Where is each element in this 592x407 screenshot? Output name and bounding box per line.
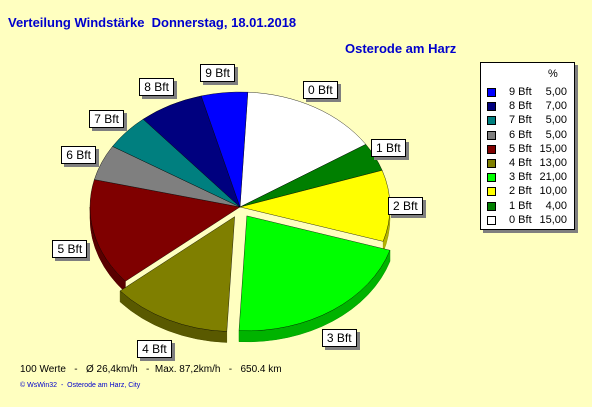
legend-item: 8 Bft 7,00	[487, 100, 573, 113]
legend-swatch	[487, 215, 496, 225]
legend-item: 6 Bft 5,00	[487, 129, 573, 142]
legend-value: 15,00	[539, 142, 567, 155]
legend-swatch	[487, 116, 496, 126]
legend-value: 5,00	[545, 114, 567, 127]
slice-label: 0 Bft	[303, 81, 338, 100]
legend-item: 7 Bft 5,00	[487, 114, 573, 127]
legend-label: 0 Bft	[509, 213, 532, 226]
legend: % 9 Bft 5,00 8 Bft 7,00 7 Bft 5,00 6 Bft 5,00 5 …	[480, 62, 575, 230]
legend-label: 5 Bft	[509, 142, 532, 155]
pie-slice	[239, 91, 367, 208]
legend-value: 7,00	[545, 100, 567, 113]
slice-label: 7 Bft	[89, 109, 124, 128]
slice-label: 4 Bft	[137, 339, 172, 358]
legend-value: 21,00	[539, 171, 567, 184]
legend-value: 13,00	[539, 157, 567, 169]
legend-label: 9 Bft	[509, 86, 532, 98]
chart-title: Verteilung Windstärke Donnerstag, 18.01.…	[8, 15, 297, 30]
legend-label: 4 Bft	[509, 157, 532, 169]
legend-item: 0 Bft 15,00	[487, 214, 573, 227]
legend-item: 1 Bft 4,00	[487, 200, 573, 213]
legend-value: 4,00	[545, 199, 567, 212]
slice-label: 1 Bft	[371, 139, 406, 158]
legend-swatch	[487, 144, 496, 154]
slice-label: 2 Bft	[387, 196, 423, 215]
pie-slice	[119, 216, 235, 332]
legend-swatch	[487, 88, 496, 97]
legend-label: 1 Bft	[509, 199, 532, 212]
legend-swatch	[487, 130, 496, 140]
legend-value: 15,00	[539, 213, 567, 226]
legend-swatch	[487, 201, 496, 211]
pie-slice	[200, 91, 249, 208]
slice-label: 9 Bft	[200, 63, 235, 82]
legend-value: 5,00	[545, 86, 567, 98]
legend-label: 7 Bft	[509, 114, 532, 127]
legend-label: 2 Bft	[509, 185, 532, 198]
legend-label: 6 Bft	[509, 128, 532, 141]
credit-line: © WsWin32 - Osterode am Harz, City	[20, 382, 141, 389]
legend-value: 10,00	[539, 185, 567, 198]
footer-stats: 100 Werte - Ø 26,4km/h - Max. 87,2km/h -…	[20, 364, 282, 375]
slice-label: 6 Bft	[61, 145, 96, 164]
legend-item: 9 Bft 5,00	[487, 86, 573, 99]
legend-swatch	[487, 187, 496, 197]
chart-subtitle: Osterode am Harz	[345, 41, 457, 56]
legend-swatch	[487, 159, 496, 168]
slice-label: 3 Bft	[321, 328, 357, 347]
pie-slice	[89, 179, 241, 282]
slice-label: 5 Bft	[52, 239, 88, 258]
legend-item: 5 Bft 15,00	[487, 143, 573, 156]
legend-label: 3 Bft	[509, 171, 532, 184]
legend-swatch	[487, 102, 496, 112]
legend-item: 4 Bft 13,00	[487, 157, 573, 170]
legend-header: %	[548, 68, 558, 80]
legend-item: 3 Bft 21,00	[487, 171, 573, 184]
legend-label: 8 Bft	[509, 100, 532, 113]
pie-slice	[238, 215, 391, 332]
legend-swatch	[487, 173, 496, 183]
legend-value: 5,00	[545, 128, 567, 141]
legend-item: 2 Bft 10,00	[487, 185, 573, 198]
slice-label: 8 Bft	[139, 78, 174, 97]
